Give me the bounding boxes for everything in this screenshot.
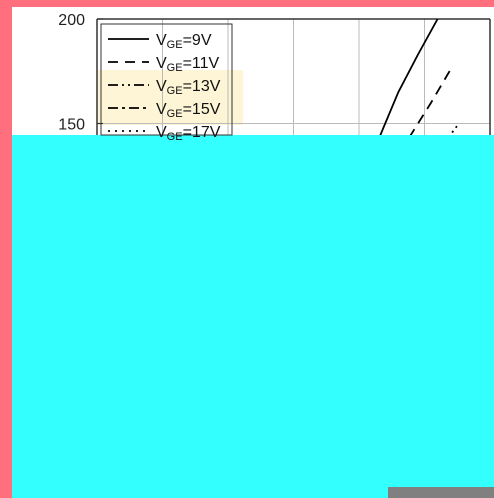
series-line-5 — [186, 170, 457, 435]
series-line-4 — [186, 144, 457, 434]
series-line-6 — [186, 195, 457, 435]
bottom-gray-bar — [388, 487, 494, 498]
legend-label: VGE=13V — [156, 78, 221, 97]
y-tick-label: 150 — [58, 117, 85, 134]
series-line-2 — [409, 68, 452, 135]
series-group — [186, 19, 459, 435]
legend-label: VGE=15V — [156, 101, 221, 120]
legend-label: VGE=17V — [156, 124, 221, 143]
chart-white-area — [12, 7, 494, 135]
cyan-overlay — [12, 135, 494, 498]
legend-highlight-band — [97, 70, 243, 125]
legend-box — [100, 23, 233, 136]
series-line-3 — [449, 125, 459, 135]
series-line-1 — [379, 19, 439, 135]
legend-label: VGE=11V — [156, 55, 220, 74]
y-tick-label: 200 — [58, 12, 85, 29]
legend-label: VGE=9V — [156, 32, 212, 51]
